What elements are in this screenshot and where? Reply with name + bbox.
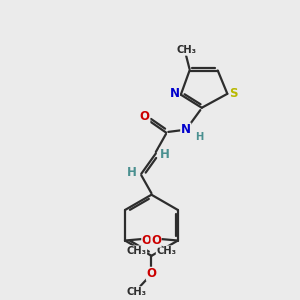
Text: O: O [140,110,150,123]
Text: CH₃: CH₃ [156,246,176,256]
Text: H: H [196,132,204,142]
Text: O: O [151,234,161,247]
Text: S: S [230,87,238,100]
Text: N: N [181,123,191,136]
Text: CH₃: CH₃ [127,246,147,256]
Text: N: N [169,87,179,100]
Text: H: H [127,166,137,179]
Text: CH₃: CH₃ [127,287,147,297]
Text: H: H [160,148,170,161]
Text: CH₃: CH₃ [176,45,196,55]
Text: O: O [146,267,157,280]
Text: O: O [142,234,152,247]
